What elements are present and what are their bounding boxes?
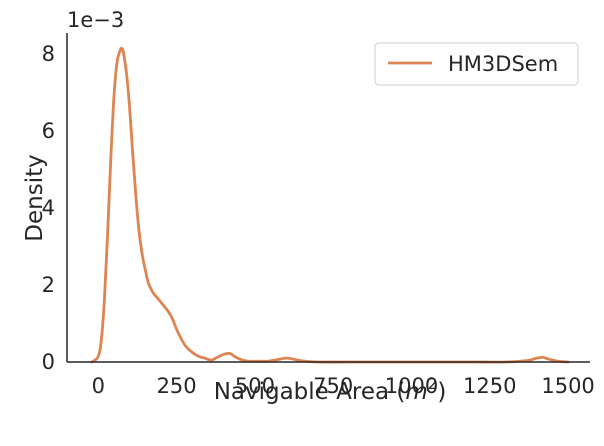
y-tick-label: 6 xyxy=(42,119,55,143)
y-axis-label: Density xyxy=(22,154,48,241)
series-line-hm3dsem xyxy=(90,46,570,364)
x-tick-label: 500 xyxy=(235,374,275,398)
y-tick-label: 8 xyxy=(42,42,55,66)
x-tick-label: 1500 xyxy=(541,374,594,398)
x-tick-label: 0 xyxy=(92,374,105,398)
x-axis-label-exponent: 2 xyxy=(428,375,438,393)
y-tick-label: 2 xyxy=(42,273,55,297)
x-axis-label: Navigable Area (m2) xyxy=(214,375,447,405)
axes-layer xyxy=(66,33,590,363)
ticks-layer: 0 250 500 750 1000 1250 1500 0 2 4 6 8 xyxy=(42,42,595,398)
x-tick-label: 1000 xyxy=(385,374,438,398)
legend-label-hm3dsem: HM3DSem xyxy=(448,52,558,76)
legend: HM3DSem xyxy=(374,42,579,86)
x-tick-label: 250 xyxy=(157,374,197,398)
y-tick-label: 4 xyxy=(42,196,55,220)
y-offset-label: 1e−3 xyxy=(67,8,124,32)
x-tick-label: 1250 xyxy=(463,374,516,398)
legend-frame xyxy=(374,42,579,86)
x-axis-label-math: m xyxy=(405,379,427,405)
series-layer xyxy=(90,46,570,364)
x-axis-label-text: Navigable Area ( xyxy=(214,379,406,405)
x-axis-label-close: ) xyxy=(437,379,446,405)
y-tick-label: 0 xyxy=(42,350,55,374)
x-tick-label: 750 xyxy=(313,374,353,398)
